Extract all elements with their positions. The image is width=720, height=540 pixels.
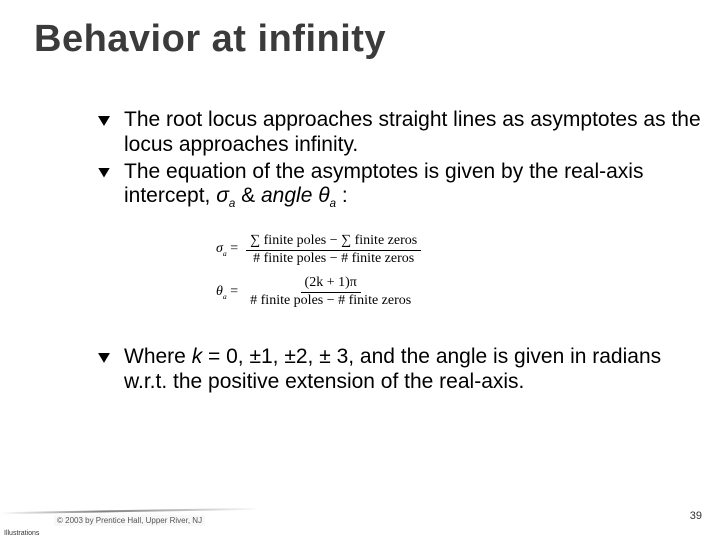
bullet-2: The equation of the asymptotes is given …	[96, 160, 710, 213]
slide: Behavior at infinity The root locus appr…	[0, 0, 720, 540]
page-number: 39	[690, 510, 702, 522]
theta-symbol: θ	[318, 184, 329, 207]
slide-body: The root locus approaches straight lines…	[96, 108, 710, 396]
sigma-den: # finite poles − # finite zeros	[249, 251, 418, 267]
decorative-line	[0, 508, 260, 515]
bullet-1-text: The root locus approaches straight lines…	[124, 108, 701, 156]
sigma-num: ∑ finite poles − ∑ finite zeros	[246, 234, 421, 251]
k-var: k	[192, 345, 203, 368]
theta-equation: θa = (2k + 1)π # finite poles − # finite…	[216, 276, 710, 308]
sigma-equation: σa = ∑ finite poles − ∑ finite zeros # f…	[216, 234, 710, 266]
theta-lhs: θa =	[216, 285, 238, 301]
theta-lhs-sym: θ	[216, 284, 223, 299]
sigma-lhs-sym: σ	[216, 241, 223, 256]
bullet-3-vals: = 0, ±1, ±2, ± 3, and the angle is given…	[124, 345, 661, 393]
bullet-3-pre: Where	[124, 345, 192, 368]
slide-title: Behavior at infinity	[34, 18, 386, 61]
eq-sign-2: =	[227, 284, 238, 299]
angle-word: angle	[261, 184, 312, 207]
copyright-text: © 2003 by Prentice Hall, Upper River, NJ	[54, 515, 205, 526]
eq-sign-1: =	[227, 241, 238, 256]
sigma-lhs: σa =	[216, 242, 238, 258]
equation-block: σa = ∑ finite poles − ∑ finite zeros # f…	[216, 234, 710, 309]
bullet-2-mid: &	[235, 184, 261, 207]
theta-den: # finite poles − # finite zeros	[246, 293, 415, 309]
theta-num: (2k + 1)π	[301, 276, 361, 293]
bullet-1: The root locus approaches straight lines…	[96, 108, 710, 158]
sigma-symbol: σ	[216, 184, 229, 207]
bullet-2-post: :	[336, 184, 348, 207]
sigma-fraction: ∑ finite poles − ∑ finite zeros # finite…	[246, 234, 421, 266]
theta-fraction: (2k + 1)π # finite poles − # finite zero…	[246, 276, 415, 308]
illustrations-label: Illustrations	[4, 530, 39, 537]
bullet-2-pre: The equation of the asymptotes is given …	[124, 160, 643, 208]
bullet-3: Where k = 0, ±1, ±2, ± 3, and the angle …	[96, 345, 710, 395]
